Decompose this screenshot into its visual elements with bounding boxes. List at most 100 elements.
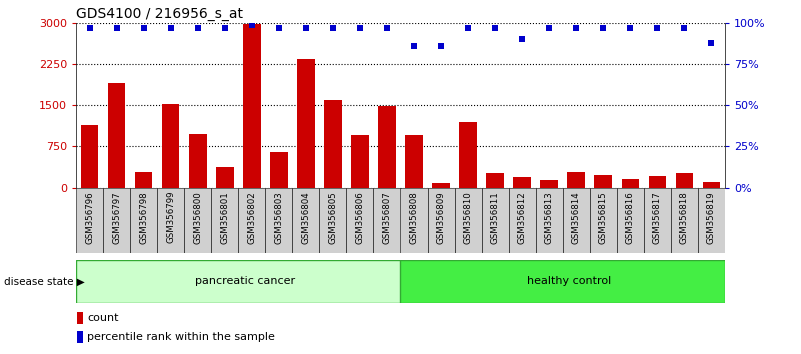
Bar — [590, 188, 617, 253]
Point — [191, 25, 204, 31]
Bar — [454, 188, 481, 253]
Bar — [486, 173, 504, 188]
Text: GSM356802: GSM356802 — [248, 191, 256, 244]
Bar — [428, 188, 455, 253]
Point — [705, 40, 718, 46]
Point — [461, 25, 474, 31]
Bar — [702, 182, 720, 188]
Bar — [77, 312, 83, 324]
Bar — [459, 122, 477, 188]
Text: disease state ▶: disease state ▶ — [4, 276, 85, 286]
Point — [137, 25, 150, 31]
Bar — [265, 188, 292, 253]
Bar — [378, 106, 396, 188]
Point — [543, 25, 556, 31]
Text: GSM356807: GSM356807 — [383, 191, 392, 244]
Text: GSM356815: GSM356815 — [599, 191, 608, 244]
Text: GSM356816: GSM356816 — [626, 191, 634, 244]
Point — [597, 25, 610, 31]
Point — [489, 25, 501, 31]
Point — [380, 25, 393, 31]
Bar — [157, 188, 184, 253]
Bar — [211, 188, 239, 253]
Point — [245, 22, 258, 28]
Text: GSM356817: GSM356817 — [653, 191, 662, 244]
Bar — [76, 260, 400, 303]
Bar — [351, 136, 368, 188]
Point — [570, 25, 582, 31]
Text: GSM356818: GSM356818 — [680, 191, 689, 244]
Bar — [373, 188, 400, 253]
Text: GSM356801: GSM356801 — [220, 191, 229, 244]
Bar — [675, 173, 693, 188]
Bar — [297, 59, 315, 188]
Bar — [77, 331, 83, 343]
Bar — [594, 175, 612, 188]
Text: GSM356819: GSM356819 — [707, 191, 716, 244]
Bar — [400, 188, 428, 253]
Text: GSM356806: GSM356806 — [356, 191, 364, 244]
Text: GSM356797: GSM356797 — [112, 191, 121, 244]
Bar — [698, 188, 725, 253]
Point — [353, 25, 366, 31]
Point — [219, 25, 231, 31]
Bar — [320, 188, 346, 253]
Point — [651, 25, 664, 31]
Bar — [617, 188, 644, 253]
Bar — [481, 188, 509, 253]
Text: percentile rank within the sample: percentile rank within the sample — [87, 332, 275, 342]
Point — [408, 43, 421, 49]
Bar — [239, 188, 265, 253]
Bar — [567, 172, 585, 188]
Bar — [292, 188, 320, 253]
Bar — [400, 260, 725, 303]
Text: count: count — [87, 313, 119, 323]
Point — [327, 25, 340, 31]
Bar — [644, 188, 671, 253]
Bar — [81, 125, 99, 188]
Text: GSM356805: GSM356805 — [328, 191, 337, 244]
Text: GSM356809: GSM356809 — [437, 191, 445, 244]
Bar — [541, 181, 558, 188]
Text: GDS4100 / 216956_s_at: GDS4100 / 216956_s_at — [76, 7, 243, 21]
Bar — [562, 188, 590, 253]
Bar — [670, 188, 698, 253]
Bar — [135, 172, 152, 188]
Point — [678, 25, 690, 31]
Bar — [216, 167, 234, 188]
Text: GSM356798: GSM356798 — [139, 191, 148, 244]
Point — [272, 25, 285, 31]
Bar — [162, 104, 179, 188]
Bar — [130, 188, 157, 253]
Text: GSM356804: GSM356804 — [301, 191, 310, 244]
Bar — [76, 188, 103, 253]
Bar — [513, 177, 531, 188]
Bar — [189, 135, 207, 188]
Text: pancreatic cancer: pancreatic cancer — [195, 276, 295, 286]
Text: GSM356813: GSM356813 — [545, 191, 553, 244]
Bar — [509, 188, 536, 253]
Text: GSM356799: GSM356799 — [167, 191, 175, 244]
Point — [300, 25, 312, 31]
Bar — [536, 188, 563, 253]
Bar — [108, 84, 126, 188]
Text: healthy control: healthy control — [527, 276, 612, 286]
Text: GSM356810: GSM356810 — [464, 191, 473, 244]
Bar — [433, 183, 450, 188]
Point — [624, 25, 637, 31]
Text: GSM356803: GSM356803 — [275, 191, 284, 244]
Bar — [184, 188, 211, 253]
Bar — [346, 188, 373, 253]
Bar — [243, 24, 260, 188]
Point — [435, 43, 448, 49]
Bar — [324, 100, 342, 188]
Text: GSM356800: GSM356800 — [193, 191, 202, 244]
Bar — [405, 136, 423, 188]
Point — [164, 25, 177, 31]
Bar — [103, 188, 130, 253]
Point — [83, 25, 96, 31]
Text: GSM356814: GSM356814 — [572, 191, 581, 244]
Text: GSM356808: GSM356808 — [409, 191, 418, 244]
Point — [111, 25, 123, 31]
Point — [516, 37, 529, 42]
